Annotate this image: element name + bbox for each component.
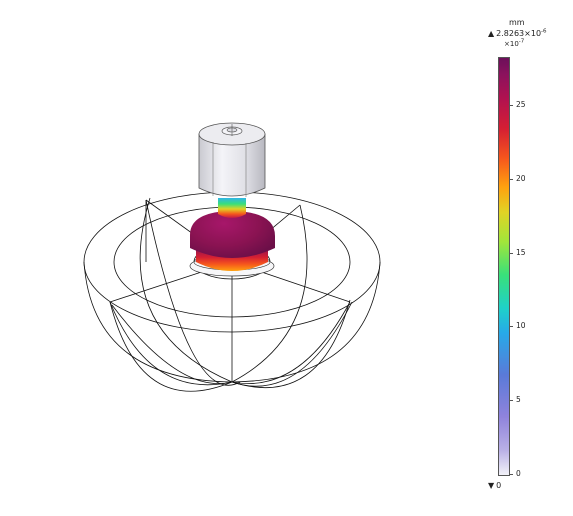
- graphics-viewport[interactable]: [0, 0, 470, 512]
- colorbar: [498, 57, 510, 476]
- legend-unit: mm: [509, 18, 525, 27]
- model-scene: [83, 122, 381, 392]
- colorbar-tick-label: 15: [516, 247, 526, 257]
- colorbar-tick: [509, 178, 513, 180]
- color-legend: mm ▲ 2.8263×10-6 ×10-7 ▼ 0 25 20 15 10 5 0: [480, 0, 573, 512]
- colorbar-tick: [509, 400, 513, 402]
- colorbar-tick-label: 20: [516, 173, 526, 183]
- colorbar-tick: [509, 105, 513, 107]
- colorbar-tick-label: 0: [516, 469, 521, 478]
- colorbar-tick-label: 5: [516, 395, 521, 405]
- top-cylinder: [198, 122, 266, 197]
- triangle-up-icon: ▲: [488, 29, 495, 38]
- legend-scale-factor: ×10-7: [504, 38, 525, 48]
- colorbar-tick-label: 10: [516, 321, 526, 331]
- deformed-body: [190, 198, 275, 271]
- colorbar-tick: [509, 326, 513, 328]
- colorbar-tick: [509, 474, 513, 475]
- colorbar-tick: [509, 252, 513, 254]
- triangle-down-icon: ▼: [488, 481, 495, 490]
- colorbar-tick-label: 25: [516, 100, 526, 110]
- legend-min-value: ▼ 0: [488, 481, 502, 490]
- legend-max-value: ▲ 2.8263×10-6: [488, 28, 547, 38]
